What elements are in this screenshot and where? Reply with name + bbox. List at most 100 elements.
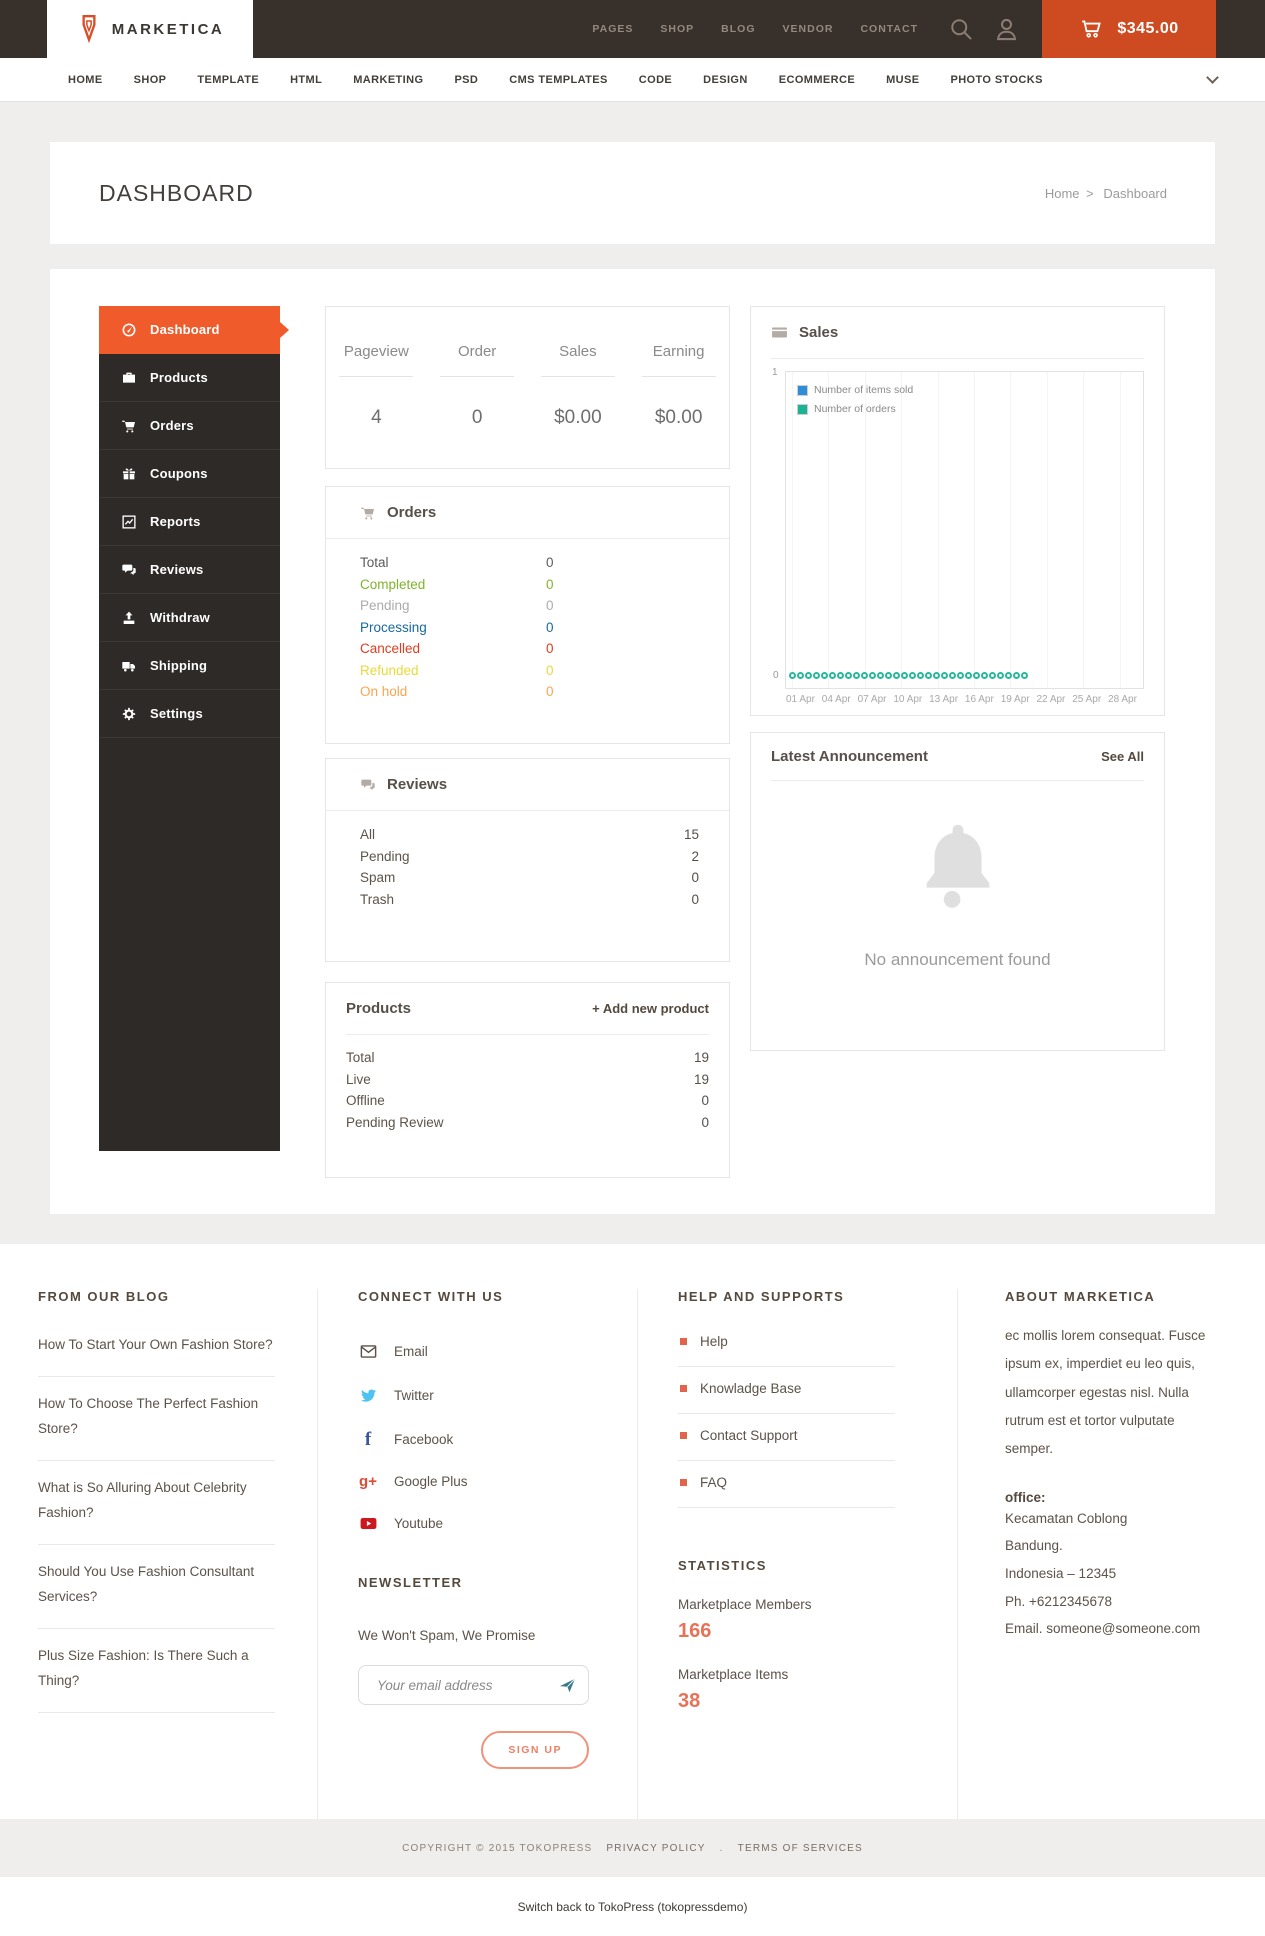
chevron-down-icon[interactable] <box>1206 71 1219 84</box>
nav-code[interactable]: CODE <box>638 73 673 86</box>
sidebar-item-reviews[interactable]: Reviews <box>99 546 280 594</box>
topnav-contact[interactable]: CONTACT <box>860 23 918 35</box>
terms-link[interactable]: TERMS OF SERVICES <box>737 1842 863 1854</box>
legend-items-sold: Number of items sold <box>797 384 913 396</box>
nav-psd[interactable]: PSD <box>454 73 479 86</box>
sidebar-item-coupons[interactable]: Coupons <box>99 450 280 498</box>
order-row-onhold[interactable]: On hold 0 <box>360 684 554 699</box>
signup-button[interactable]: SIGN UP <box>481 1731 589 1769</box>
review-row-all[interactable]: All 15 <box>360 827 699 842</box>
breadcrumb-home[interactable]: Home <box>1044 185 1080 201</box>
youtube-link[interactable]: Youtube <box>358 1514 589 1533</box>
blog-post-link[interactable]: Plus Size Fashion: Is There Such a Thing… <box>38 1629 275 1713</box>
help-link[interactable]: Help <box>678 1320 895 1367</box>
sidebar-label: Orders <box>150 418 194 433</box>
newsletter-email-input[interactable] <box>358 1665 589 1705</box>
footer-help-column: HELP AND SUPPORTS Help Knowladge Base Co… <box>638 1289 958 1819</box>
nav-marketing[interactable]: MARKETING <box>353 73 424 86</box>
google-plus-icon: g+ <box>359 1473 377 1490</box>
blog-post-link[interactable]: How To Start Your Own Fashion Store? <box>38 1318 275 1377</box>
product-row-live[interactable]: Live 19 <box>346 1071 709 1087</box>
page-header: DASHBOARD Home > Dashboard <box>50 142 1215 244</box>
newsletter-heading: NEWSLETTER <box>358 1575 463 1590</box>
privacy-policy-link[interactable]: PRIVACY POLICY <box>606 1842 706 1854</box>
order-row-completed[interactable]: Completed 0 <box>360 576 554 592</box>
sidebar-item-products[interactable]: Products <box>99 354 280 402</box>
stat-items-value: 38 <box>678 1690 701 1712</box>
user-account-icon[interactable] <box>993 16 1020 43</box>
product-row-offline[interactable]: Offline 0 <box>346 1093 709 1108</box>
orders-panel: Orders Total 0 Completed 0 Pending 0 Proces… <box>325 486 730 744</box>
facebook-icon: f <box>364 1429 372 1450</box>
stat-label: Sales <box>559 343 597 360</box>
order-row-processing[interactable]: Processing 0 <box>360 619 554 635</box>
facebook-link[interactable]: f Facebook <box>358 1430 589 1449</box>
google-plus-link[interactable]: g+ Google Plus <box>359 1473 468 1490</box>
order-row-total[interactable]: Total 0 <box>360 555 554 570</box>
blog-post-link[interactable]: Should You Use Fashion Consultant Servic… <box>38 1545 275 1629</box>
see-all-link[interactable]: See All <box>1101 749 1144 764</box>
nav-shop[interactable]: SHOP <box>133 73 167 86</box>
blog-post-link[interactable]: How To Choose The Perfect Fashion Store? <box>38 1377 275 1461</box>
email-link[interactable]: Email <box>358 1342 589 1361</box>
sidebar-item-withdraw[interactable]: Withdraw <box>99 594 280 642</box>
sidebar-label: Withdraw <box>150 610 210 625</box>
nav-photo-stocks[interactable]: PHOTO STOCKS <box>950 73 1043 86</box>
office-label: office: <box>1005 1489 1046 1505</box>
review-row-spam[interactable]: Spam 0 <box>360 870 699 885</box>
cart-button[interactable]: $345.00 <box>1042 0 1216 58</box>
sales-chart: 1 0 Number of items sold Number of order… <box>772 367 1144 705</box>
knowledge-base-link[interactable]: Knowladge Base <box>678 1367 895 1414</box>
blog-post-link[interactable]: What is So Alluring About Celebrity Fash… <box>38 1461 275 1545</box>
nav-design[interactable]: DESIGN <box>703 73 748 86</box>
gift-icon <box>121 466 137 482</box>
nav-muse[interactable]: MUSE <box>886 73 920 86</box>
sidebar-label: Settings <box>150 706 203 721</box>
summary-stats-panel: Pageview 4 Order 0 Sales $0.00 Earning $… <box>325 306 730 469</box>
contact-support-link[interactable]: Contact Support <box>678 1414 895 1461</box>
sidebar-item-dashboard[interactable]: Dashboard <box>99 306 289 354</box>
nav-home[interactable]: HOME <box>68 73 103 86</box>
topnav-shop[interactable]: SHOP <box>660 23 695 35</box>
statistics-heading: STATISTICS <box>678 1558 767 1573</box>
order-row-cancelled[interactable]: Cancelled 0 <box>360 641 554 656</box>
topnav-vendor[interactable]: VENDOR <box>782 23 834 35</box>
vendor-sidebar: Dashboard Products Orders Coupons Report… <box>99 306 289 1151</box>
dashboard-gauge-icon <box>121 322 137 338</box>
logo[interactable]: MARKETICA <box>47 0 253 58</box>
square-bullet-icon <box>680 1338 687 1345</box>
product-row-total[interactable]: Total 19 <box>346 1050 709 1065</box>
top-header: MARKETICA PAGES SHOP BLOG VENDOR CONTACT… <box>0 0 1265 58</box>
stat-order: Order 0 <box>427 307 528 468</box>
product-row-pending-review[interactable]: Pending Review 0 <box>346 1114 709 1130</box>
sidebar-item-reports[interactable]: Reports <box>99 498 280 546</box>
nav-template[interactable]: TEMPLATE <box>197 73 260 86</box>
briefcase-icon <box>121 370 137 386</box>
bell-icon <box>771 781 1144 926</box>
switch-back-link[interactable]: Switch back to TokoPress (tokopressdemo) <box>517 1899 748 1914</box>
stat-members-value: 166 <box>678 1620 712 1642</box>
nav-ecommerce[interactable]: ECOMMERCE <box>778 73 856 86</box>
brand-name: MARKETICA <box>111 20 225 38</box>
square-bullet-icon <box>680 1432 687 1439</box>
order-row-refunded[interactable]: Refunded 0 <box>360 662 554 678</box>
panel-title: Reviews <box>387 776 448 793</box>
faq-link[interactable]: FAQ <box>678 1461 895 1508</box>
topbar-nav: PAGES SHOP BLOG VENDOR CONTACT <box>592 23 918 35</box>
add-new-product-link[interactable]: + Add new product <box>592 1001 709 1016</box>
topnav-pages[interactable]: PAGES <box>592 23 634 35</box>
products-panel: Products + Add new product Total 19 Live 1… <box>325 982 730 1178</box>
nav-cms-templates[interactable]: CMS TEMPLATES <box>509 73 608 86</box>
review-row-trash[interactable]: Trash 0 <box>360 891 699 907</box>
twitter-link[interactable]: Twitter <box>358 1386 589 1405</box>
topnav-blog[interactable]: BLOG <box>721 23 756 35</box>
sidebar-item-settings[interactable]: Settings <box>99 690 280 738</box>
sidebar-item-orders[interactable]: Orders <box>99 402 280 450</box>
breadcrumb-current: Dashboard <box>1103 185 1167 201</box>
order-row-pending[interactable]: Pending 0 <box>360 598 554 613</box>
sidebar-item-shipping[interactable]: Shipping <box>99 642 280 690</box>
review-row-pending[interactable]: Pending 2 <box>360 848 699 864</box>
nav-html[interactable]: HTML <box>290 73 323 86</box>
stat-value: 4 <box>371 407 382 428</box>
search-icon[interactable] <box>948 16 975 43</box>
